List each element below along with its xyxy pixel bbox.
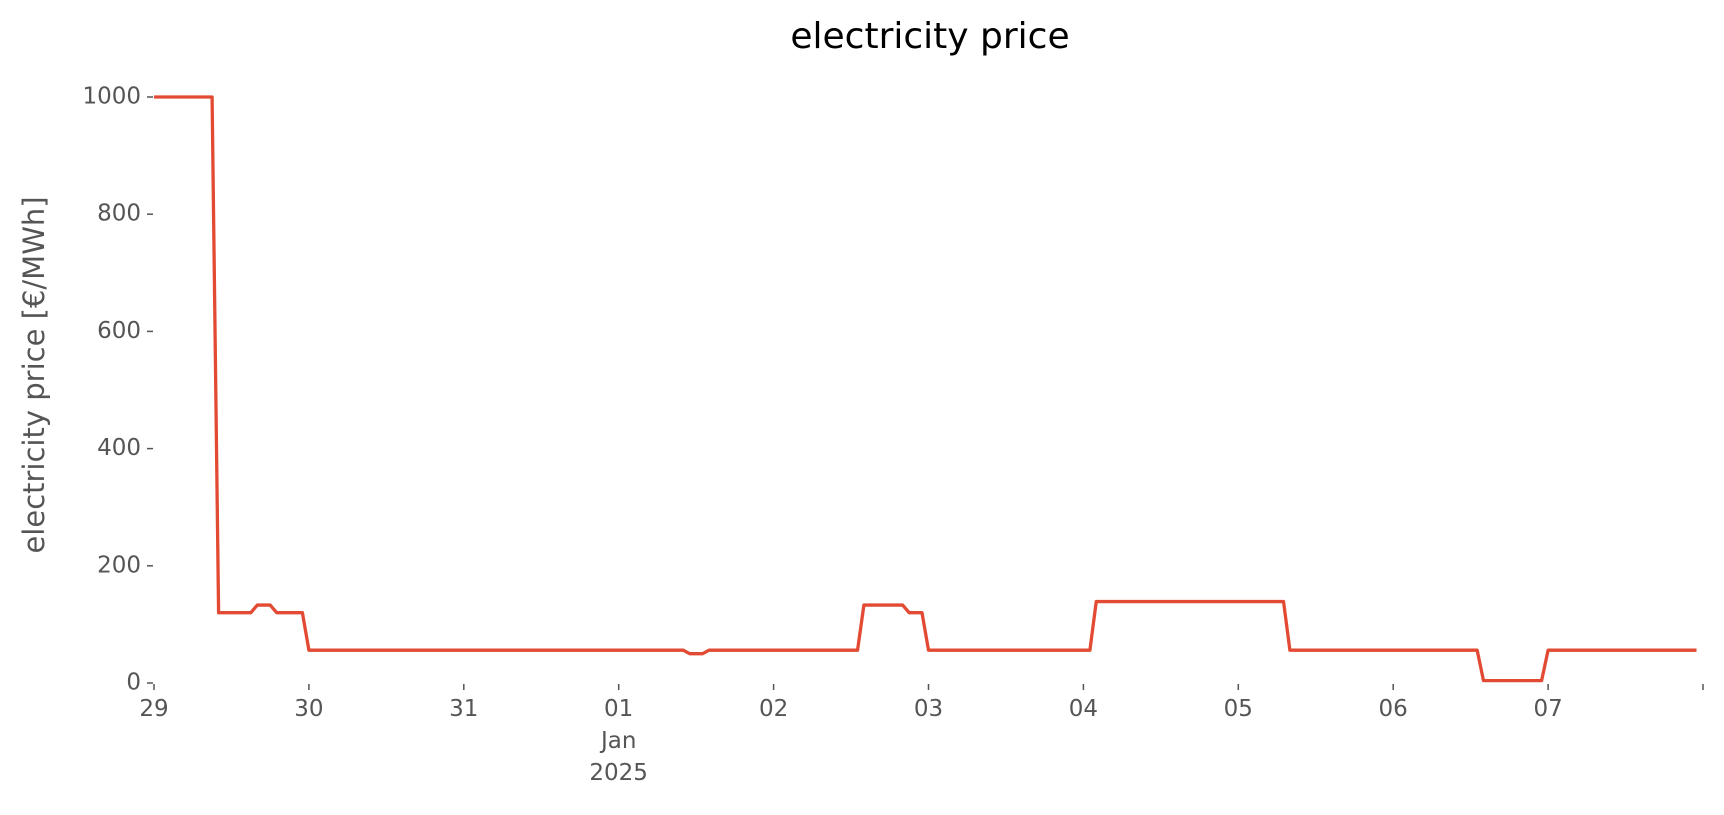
x-tick-label: 04: [1068, 696, 1099, 722]
x-tick-label: 30: [294, 696, 324, 722]
y-tick-label: 200: [97, 552, 141, 578]
y-tick-label: 600: [97, 318, 141, 344]
x-tick-label: 31: [449, 696, 479, 722]
x-tick-label: 05: [1223, 696, 1253, 722]
x-tick-label: 07: [1533, 696, 1563, 722]
x-tick-label: 06: [1378, 696, 1408, 722]
y-tick-label: 0: [126, 670, 141, 696]
y-tick-label: 800: [97, 201, 141, 227]
x-tick-label: 01 Jan 2025: [589, 696, 648, 786]
chart-title: electricity price: [790, 16, 1069, 57]
line-series: [154, 95, 1697, 683]
y-tick-label: 1000: [82, 84, 141, 110]
y-axis-label: electricity price [€/MWh]: [17, 196, 51, 553]
x-tick-label: 29: [139, 696, 169, 722]
y-tick-label: 400: [97, 435, 141, 461]
x-tick-label: 03: [913, 696, 944, 722]
x-tick-label: 02: [758, 696, 789, 722]
